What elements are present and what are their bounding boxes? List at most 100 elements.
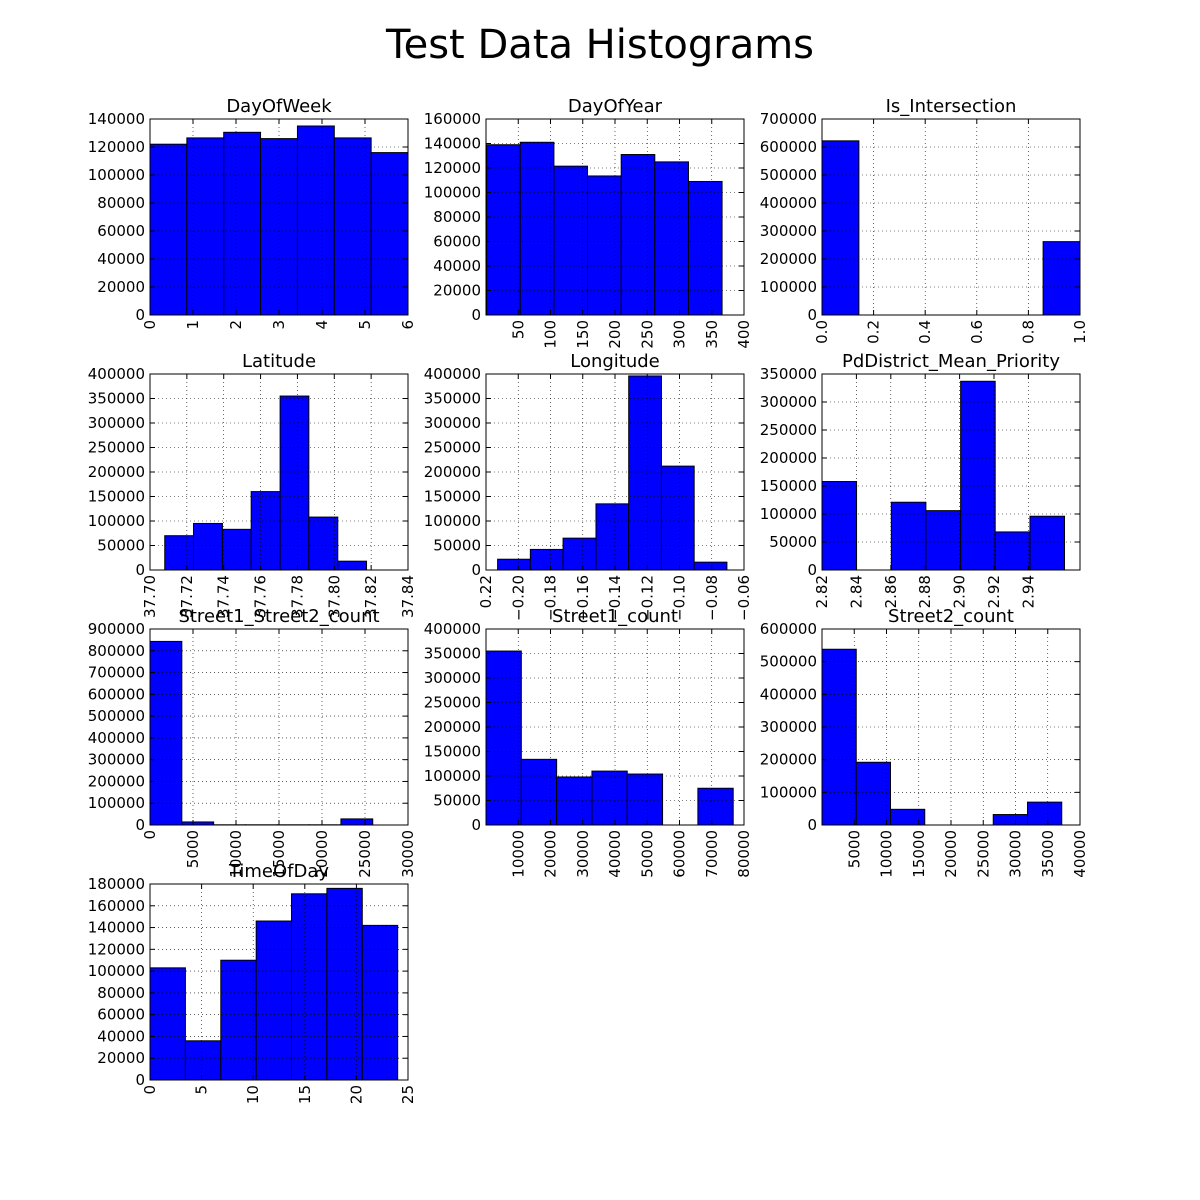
histogram-bar <box>260 138 298 316</box>
histogram-bar <box>149 640 183 826</box>
x-tick-label: −0.14 <box>606 575 624 621</box>
x-tick-label: 25000 <box>974 830 992 878</box>
y-tick-label: 700000 <box>760 110 817 128</box>
histogram-bar <box>654 161 689 316</box>
y-tick-label: 0 <box>807 306 817 324</box>
x-tick-label: 25 <box>399 1085 417 1104</box>
axes-frame <box>149 883 409 1081</box>
x-tick-label: 15000 <box>910 830 928 878</box>
y-tick-label: 600000 <box>760 138 817 156</box>
histogram-bar <box>960 380 996 571</box>
histogram-panel: 0 50000 100000 150000 200000 250000 300000 3500… <box>424 606 753 878</box>
axes-frame <box>821 118 1081 316</box>
y-tick-label: 200000 <box>760 449 817 467</box>
histogram-bar <box>184 1040 222 1081</box>
histogram-bar <box>889 808 926 826</box>
subplot-title: Street1_Street2_count <box>178 606 379 627</box>
y-tick-label: 100000 <box>424 512 481 530</box>
subplot-title: DayOfWeek <box>226 96 332 117</box>
subplot-title: Longitude <box>570 351 660 372</box>
histogram-bar <box>485 650 522 826</box>
x-tick-label: 4 <box>313 320 331 330</box>
plot-area <box>822 119 1080 315</box>
x-tick-label: 0.0 <box>813 320 831 344</box>
y-tick-label: 40000 <box>97 250 145 268</box>
histogram-bar <box>255 920 292 1081</box>
x-tick-label: 30000 <box>1007 830 1025 878</box>
histogram-bar <box>164 535 194 571</box>
x-tick-label: 0 <box>141 830 159 840</box>
histogram-bar <box>587 175 622 316</box>
x-tick-label: 200 <box>606 320 624 349</box>
x-tick-label: −0.06 <box>735 575 753 621</box>
histogram-bar <box>660 465 695 571</box>
histogram-panel: 0100000200000300000400000500000600000700… <box>88 606 417 878</box>
x-tick-label: 0 <box>141 320 159 330</box>
x-tick-label: −0.20 <box>509 575 527 621</box>
x-tick-label: 0.4 <box>916 320 934 344</box>
y-tick-label: 300000 <box>424 414 481 432</box>
histogram-bar <box>220 959 257 1081</box>
x-tick-label: 2.88 <box>916 575 934 608</box>
y-tick-label: 300000 <box>88 751 145 769</box>
y-tick-label: 400000 <box>424 620 481 638</box>
y-tick-label: 0 <box>135 561 145 579</box>
x-tick-label: 300 <box>671 320 689 349</box>
x-tick-label: 15000 <box>270 830 288 878</box>
y-tick-label: 150000 <box>88 488 145 506</box>
x-tick-label: 37.78 <box>288 575 306 618</box>
histogram-bar <box>1026 801 1063 826</box>
histogram-panel: 0 50000 100000 150000 200000 250000 300000 3500… <box>760 351 1081 608</box>
histogram-bar <box>1029 515 1066 571</box>
x-tick-label: 60000 <box>671 830 689 878</box>
x-tick-label: 250 <box>638 320 656 349</box>
histogram-bar <box>221 528 252 571</box>
x-tick-label: 50 <box>509 320 527 339</box>
histogram-bar <box>149 143 188 316</box>
y-tick-label: 350000 <box>760 365 817 383</box>
x-tick-label: 37.82 <box>362 575 380 618</box>
x-tick-label: 30000 <box>574 830 592 878</box>
x-tick-label: 20000 <box>542 830 560 878</box>
y-tick-label: 20000 <box>97 278 145 296</box>
y-tick-label: 150000 <box>424 488 481 506</box>
y-tick-label: 0 <box>471 561 481 579</box>
x-tick-label: 5000 <box>184 830 202 868</box>
y-tick-label: 100000 <box>424 767 481 785</box>
y-tick-label: 80000 <box>97 194 145 212</box>
x-tick-label: 6 <box>399 320 417 330</box>
x-tick-label: 20000 <box>942 830 960 878</box>
y-tick-label: 0 <box>471 816 481 834</box>
x-tick-label: 1 <box>184 320 202 330</box>
x-tick-label: 37.72 <box>178 575 196 618</box>
histogram-bar <box>620 154 656 316</box>
y-tick-label: 100000 <box>88 794 145 812</box>
histogram-bar <box>687 180 723 316</box>
y-tick-label: 160000 <box>88 897 145 915</box>
x-tick-label: 2 <box>227 320 245 330</box>
x-tick-label: 20 <box>347 1085 365 1104</box>
x-tick-label: 2.90 <box>951 575 969 608</box>
y-tick-label: 140000 <box>424 135 481 153</box>
histogram-bar <box>855 761 891 826</box>
figure-title: Test Data Histograms <box>385 22 814 68</box>
x-tick-label: 80000 <box>735 830 753 878</box>
y-tick-label: 400000 <box>760 685 817 703</box>
subplot-title: Street2_count <box>888 606 1014 627</box>
x-tick-label: 37.76 <box>252 575 270 618</box>
histogram-bar <box>553 165 589 316</box>
subplot-title: Street1_count <box>552 606 678 627</box>
y-tick-label: 400000 <box>88 365 145 383</box>
x-tick-label: 50000 <box>638 830 656 878</box>
x-tick-label: 37.70 <box>141 575 159 618</box>
x-tick-label: 2.82 <box>813 575 831 608</box>
x-tick-label: 350 <box>703 320 721 349</box>
y-tick-label: 50000 <box>433 537 481 555</box>
x-tick-label: 5 <box>193 1085 211 1095</box>
histogram-bar <box>186 137 225 316</box>
y-tick-label: 150000 <box>424 743 481 761</box>
y-tick-label: 200000 <box>88 772 145 790</box>
histogram-bar <box>556 776 593 826</box>
x-tick-label: 35000 <box>1039 830 1057 878</box>
